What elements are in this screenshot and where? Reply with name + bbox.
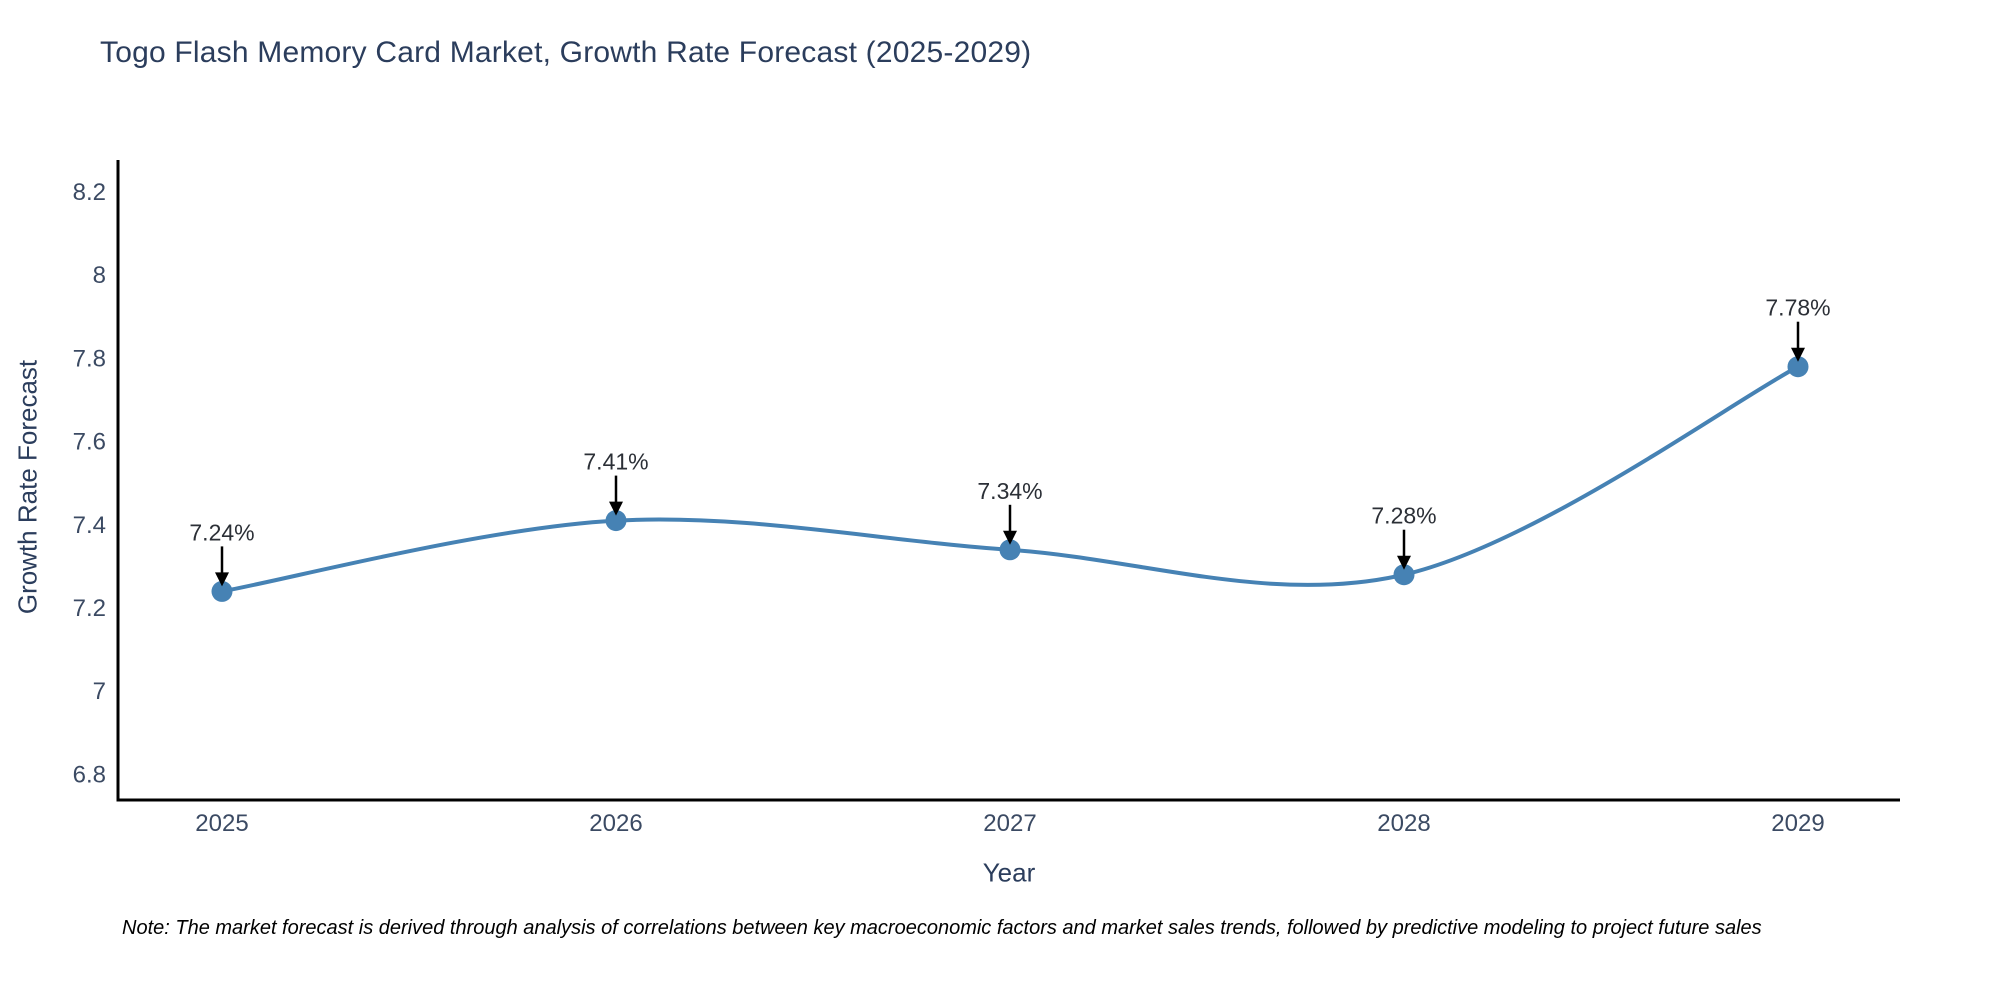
point-value-label: 7.41% <box>583 449 648 475</box>
data-point-marker <box>1787 356 1809 378</box>
data-point-marker <box>1393 564 1415 586</box>
point-value-label: 7.78% <box>1765 295 1830 321</box>
chart-title: Togo Flash Memory Card Market, Growth Ra… <box>100 36 1032 69</box>
y-tick-label: 6.8 <box>73 761 106 788</box>
y-tick-label: 7 <box>93 678 106 705</box>
y-tick-label: 8 <box>93 262 106 289</box>
y-tick-label: 7.8 <box>73 345 106 372</box>
x-tick-label: 2026 <box>589 810 642 837</box>
x-tick-label: 2027 <box>983 810 1036 837</box>
y-tick-label: 7.2 <box>73 595 106 622</box>
annotation-arrowhead <box>1003 530 1017 545</box>
x-tick-label: 2025 <box>195 810 248 837</box>
data-point-marker <box>999 539 1021 561</box>
x-tick-label: 2028 <box>1377 810 1430 837</box>
annotation-arrowhead <box>1791 347 1805 362</box>
y-tick-label: 7.6 <box>73 429 106 456</box>
point-value-label: 7.28% <box>1371 503 1436 529</box>
y-tick-label: 8.2 <box>73 179 106 206</box>
footnote: Note: The market forecast is derived thr… <box>122 917 1762 939</box>
annotation-arrowhead <box>215 572 229 587</box>
x-axis-title: Year <box>982 857 1036 888</box>
data-point-marker <box>211 580 233 602</box>
y-tick-label: 7.4 <box>73 512 106 539</box>
point-value-label: 7.24% <box>189 519 254 545</box>
annotation-arrowhead <box>609 501 623 516</box>
point-value-label: 7.34% <box>977 478 1042 504</box>
data-point-marker <box>605 510 627 532</box>
annotation-arrowhead <box>1397 555 1411 570</box>
x-tick-label: 2029 <box>1771 810 1824 837</box>
